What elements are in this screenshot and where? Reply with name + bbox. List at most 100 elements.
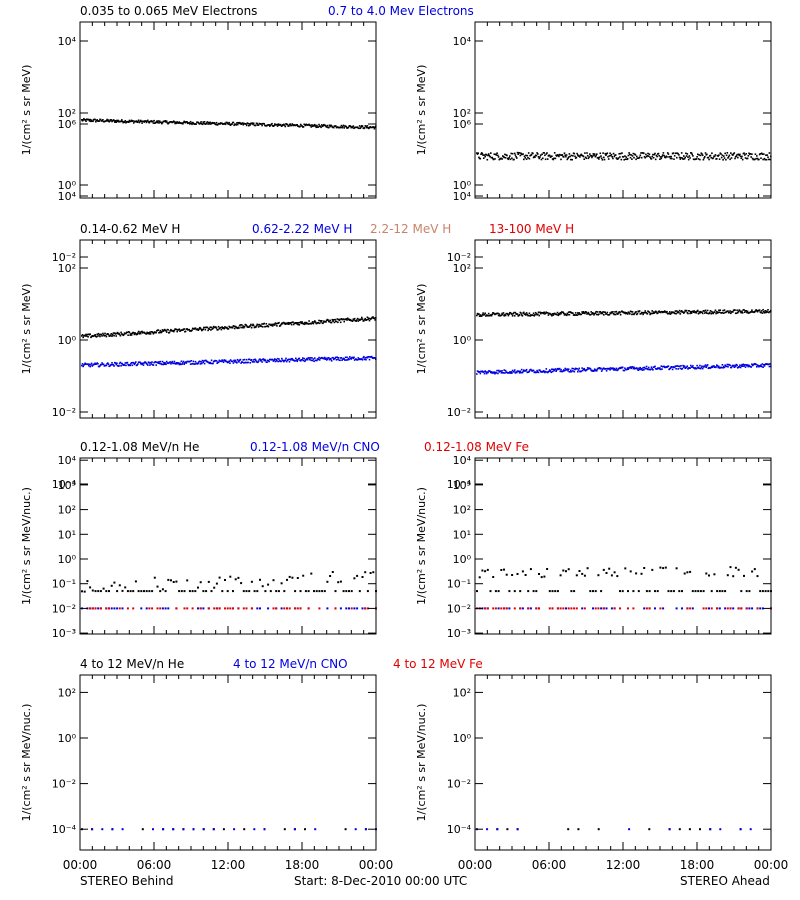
data-point	[560, 312, 562, 315]
data-point	[349, 318, 352, 321]
data-point	[178, 121, 181, 123]
data-point	[220, 360, 223, 363]
data-point	[559, 154, 562, 156]
data-point	[102, 119, 104, 121]
data-point	[741, 365, 744, 367]
data-point	[678, 311, 680, 314]
data-point	[516, 828, 519, 831]
data-point	[681, 367, 684, 370]
x-tick-label: 06:00	[532, 858, 567, 872]
data-point	[305, 358, 308, 361]
data-point	[743, 574, 745, 577]
data-point	[759, 590, 762, 593]
data-point	[315, 590, 318, 593]
data-point	[534, 314, 536, 316]
data-point	[570, 158, 572, 161]
data-point	[714, 154, 717, 156]
data-point	[276, 325, 278, 327]
data-point	[669, 367, 672, 369]
data-point	[199, 122, 202, 124]
data-point	[637, 369, 639, 371]
data-point	[294, 360, 296, 362]
data-point	[298, 357, 301, 360]
data-point	[626, 158, 629, 160]
data-point	[252, 123, 254, 126]
data-point	[116, 332, 118, 335]
data-point	[577, 154, 579, 156]
data-point	[232, 121, 235, 124]
data-point	[533, 315, 536, 317]
data-point	[767, 158, 770, 161]
data-point	[709, 310, 712, 312]
data-point	[257, 326, 260, 328]
data-point	[600, 607, 603, 610]
data-point	[114, 332, 116, 334]
data-point	[605, 607, 608, 610]
data-point	[184, 330, 187, 333]
data-point	[106, 118, 108, 121]
data-point	[747, 155, 750, 157]
y-tick-label: 10⁴	[58, 190, 77, 203]
data-point	[559, 574, 562, 577]
data-point	[631, 366, 634, 368]
data-point	[632, 367, 635, 370]
data-point	[766, 311, 769, 313]
data-point	[586, 152, 588, 154]
data-point	[604, 152, 606, 155]
data-point	[532, 312, 535, 315]
data-point	[629, 313, 631, 315]
data-point	[732, 607, 735, 610]
data-point	[136, 333, 138, 335]
data-point	[746, 311, 748, 314]
data-point	[596, 370, 598, 372]
data-point	[643, 607, 646, 610]
data-point	[339, 607, 342, 610]
data-point	[748, 152, 750, 155]
data-point	[277, 360, 280, 363]
data-point	[149, 364, 151, 366]
data-point	[146, 363, 148, 365]
data-point	[132, 332, 135, 334]
y-tick-label: 10⁻⁴	[447, 823, 472, 836]
data-point	[301, 125, 303, 127]
data-point	[231, 123, 233, 125]
y-tick-label: 10⁻²	[447, 251, 471, 264]
data-point	[114, 333, 117, 335]
data-point	[111, 333, 114, 336]
data-point	[683, 366, 685, 368]
data-point	[515, 156, 517, 158]
data-point	[304, 360, 306, 363]
data-point	[151, 331, 154, 334]
data-point	[228, 325, 230, 328]
data-point	[236, 358, 239, 361]
data-point	[289, 123, 291, 125]
data-point	[366, 607, 369, 610]
data-point	[318, 359, 321, 361]
data-point	[138, 121, 141, 124]
data-point	[218, 607, 221, 610]
data-point	[724, 364, 726, 366]
y-tick-label: 10⁻²	[52, 406, 76, 419]
data-point	[349, 356, 351, 358]
data-point	[203, 362, 206, 365]
data-point	[199, 581, 202, 584]
data-point	[271, 325, 274, 327]
data-point	[331, 571, 334, 573]
data-point	[140, 590, 143, 593]
data-point	[567, 370, 569, 372]
data-point	[487, 371, 489, 374]
x-axis-labels-layer: 00:00 06:00 12:00 18:00 00:00 00:00 06:00 12:00…	[63, 858, 789, 872]
data-point	[610, 154, 612, 157]
data-point	[769, 363, 771, 365]
data-point	[500, 569, 503, 571]
data-point	[89, 333, 91, 335]
y-tick-label: 10⁻⁴	[52, 478, 77, 491]
data-point	[363, 127, 366, 129]
data-point	[725, 365, 728, 368]
data-point	[311, 124, 313, 126]
data-point	[94, 607, 97, 610]
data-point	[121, 120, 124, 123]
data-point	[350, 358, 352, 360]
data-point	[744, 157, 747, 159]
data-point	[81, 335, 83, 337]
